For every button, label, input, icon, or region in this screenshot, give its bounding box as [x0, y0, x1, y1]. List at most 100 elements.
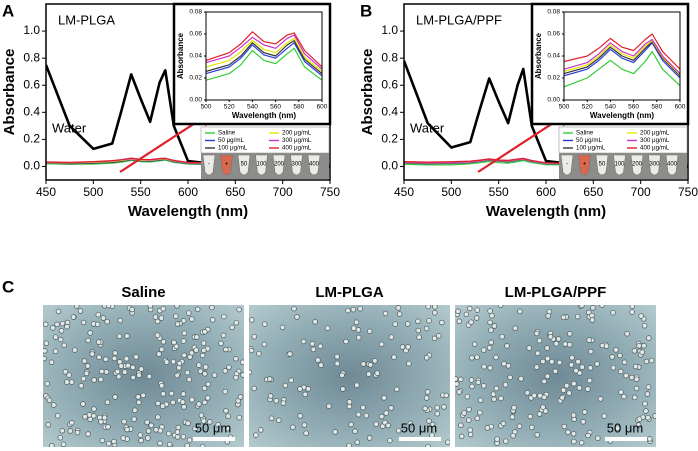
cell [223, 408, 229, 414]
tube-label: 300 [291, 162, 302, 168]
micrograph-title: LM-PLGA/PPF [505, 284, 607, 301]
cell [468, 377, 475, 383]
cell [439, 319, 445, 326]
cell [220, 332, 227, 339]
cell [112, 350, 118, 356]
y-tick-label: 0.04 [189, 53, 202, 60]
cell [67, 428, 74, 434]
cell [84, 363, 91, 369]
cell [85, 431, 91, 437]
tube [290, 154, 303, 176]
legend-box [558, 126, 688, 154]
cell [258, 427, 264, 433]
y-tick-label: 1.0 [381, 23, 398, 37]
cell [648, 357, 655, 364]
cell [474, 354, 480, 360]
cell [249, 369, 253, 376]
cell [194, 334, 200, 340]
cell [594, 361, 600, 367]
cell [415, 327, 422, 334]
cell [352, 428, 358, 435]
x-tick-label: 520 [224, 104, 235, 111]
scale-bar-label: 50 μm [401, 420, 437, 435]
cell [130, 364, 136, 371]
cell [394, 386, 400, 393]
tube [595, 154, 609, 176]
cell [497, 305, 504, 309]
cell [192, 425, 198, 432]
cell [441, 404, 447, 410]
cell [360, 404, 366, 411]
x-tick-label: 650 [225, 185, 245, 199]
inset-background [530, 2, 690, 126]
cell [312, 319, 318, 325]
cell [59, 428, 65, 434]
cell [166, 441, 173, 447]
cell [302, 391, 308, 398]
y-tick-label: 0.0 [23, 159, 40, 173]
cell [282, 382, 289, 389]
cell [138, 366, 145, 372]
cell [222, 388, 228, 395]
cell [498, 395, 504, 402]
series-line [206, 47, 322, 81]
cell [181, 404, 187, 410]
x-tick-label: 560 [270, 104, 281, 111]
cell [355, 327, 362, 333]
cell [174, 434, 181, 440]
cell [468, 319, 474, 325]
x-tick-label: 600 [317, 104, 328, 111]
cell [236, 414, 243, 421]
cell [174, 321, 181, 327]
cell [64, 324, 70, 330]
cell [136, 399, 142, 406]
tube-label: 50 [241, 162, 248, 168]
y-axis-label: Absorbance [176, 32, 185, 79]
cell [85, 337, 91, 344]
series-line [206, 37, 322, 72]
cell [345, 307, 351, 314]
cell [505, 363, 512, 369]
cell [94, 321, 101, 328]
cell [544, 345, 550, 351]
cell [652, 413, 656, 419]
cell [133, 354, 139, 360]
cell [502, 381, 509, 388]
cell [645, 414, 651, 421]
cell [562, 341, 568, 347]
cell [423, 325, 430, 332]
cell [89, 351, 95, 357]
cell [642, 400, 648, 407]
cell [334, 353, 340, 360]
cell [176, 360, 183, 367]
cell [623, 372, 629, 379]
cells [43, 305, 244, 447]
cell [111, 355, 118, 362]
tube-label: 100 [614, 162, 625, 168]
cell [366, 435, 373, 441]
cell [458, 433, 465, 440]
cell [202, 329, 208, 335]
cell [98, 376, 104, 383]
cell [267, 393, 274, 399]
cell [426, 317, 432, 324]
cell [104, 399, 111, 406]
cell [643, 358, 650, 365]
cell [135, 394, 141, 400]
cell [517, 308, 523, 315]
cell [571, 438, 577, 445]
cell [332, 429, 338, 435]
cell [350, 306, 357, 313]
cell [49, 443, 55, 447]
x-tick-label: 580 [651, 104, 662, 111]
y-tick-label: 0.06 [547, 31, 560, 38]
cell [434, 404, 440, 411]
cell [200, 418, 207, 424]
y-tick-label: 0.6 [381, 77, 398, 91]
cell [610, 309, 616, 316]
cell [226, 364, 232, 371]
cell [518, 375, 524, 382]
cells [249, 305, 450, 447]
legend-box [200, 126, 330, 154]
cell [621, 393, 627, 400]
